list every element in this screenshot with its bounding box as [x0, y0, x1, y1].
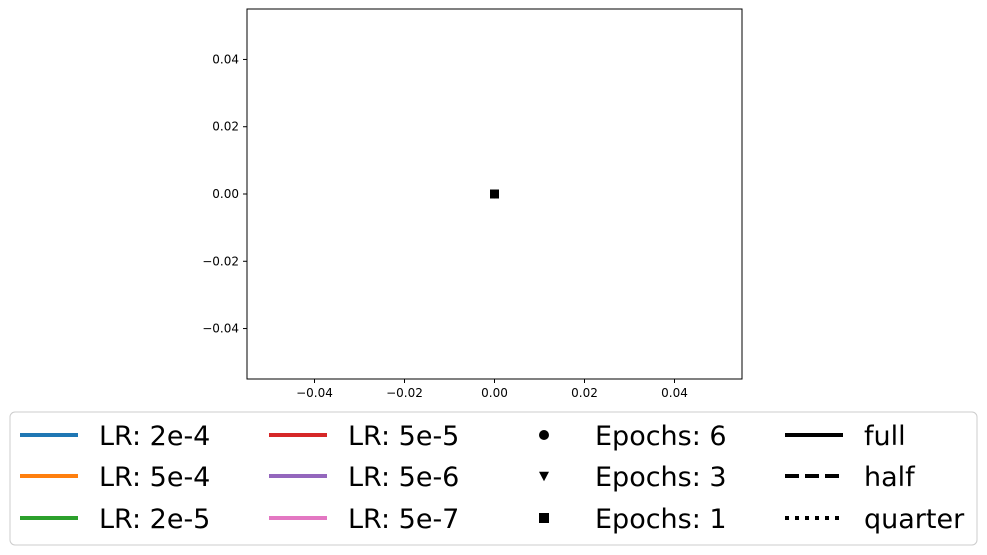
x-axis-ticks: −0.04 −0.02 0.00 0.02 0.04	[296, 379, 688, 400]
y-tick-label: 0.02	[212, 120, 239, 134]
plot-frame	[246, 8, 743, 380]
x-tick-label: 0.02	[571, 386, 598, 400]
legend-label: LR: 5e-4	[99, 462, 210, 493]
legend-label: quarter	[864, 504, 965, 535]
x-tick-label: 0.04	[661, 386, 688, 400]
legend-label: Epochs: 3	[595, 462, 727, 493]
y-tick-label: 0.00	[212, 187, 239, 201]
y-tick-label: −0.04	[202, 322, 239, 336]
legend-marker-square	[539, 513, 549, 523]
legend-label: LR: 5e-5	[348, 421, 459, 452]
y-tick-label: 0.04	[212, 52, 239, 66]
legend-frame	[9, 411, 978, 546]
legend-label: LR: 2e-5	[99, 504, 210, 535]
legend-label: LR: 5e-6	[348, 462, 459, 493]
y-axis-ticks: −0.04 −0.02 0.00 0.02 0.04	[202, 52, 247, 336]
y-tick-label: −0.02	[202, 254, 239, 268]
legend-label: LR: 5e-7	[348, 504, 459, 535]
legend-label: Epochs: 1	[595, 504, 727, 535]
legend-label: LR: 2e-4	[99, 421, 210, 452]
legend-marker-circle	[539, 430, 549, 440]
data-points	[490, 189, 499, 199]
legend-label: full	[864, 421, 906, 452]
legend-label: Epochs: 6	[595, 421, 727, 452]
legend-label: half	[864, 462, 916, 493]
x-tick-label: −0.04	[296, 386, 333, 400]
legend-marker-triangle-down	[539, 471, 549, 482]
x-tick-label: 0.00	[481, 386, 508, 400]
data-point-square	[490, 189, 499, 199]
x-tick-label: −0.02	[386, 386, 423, 400]
legend: LR: 2e-4 LR: 5e-4 LR: 2e-5 LR: 5e-5 LR: 5e-6…	[9, 411, 978, 546]
